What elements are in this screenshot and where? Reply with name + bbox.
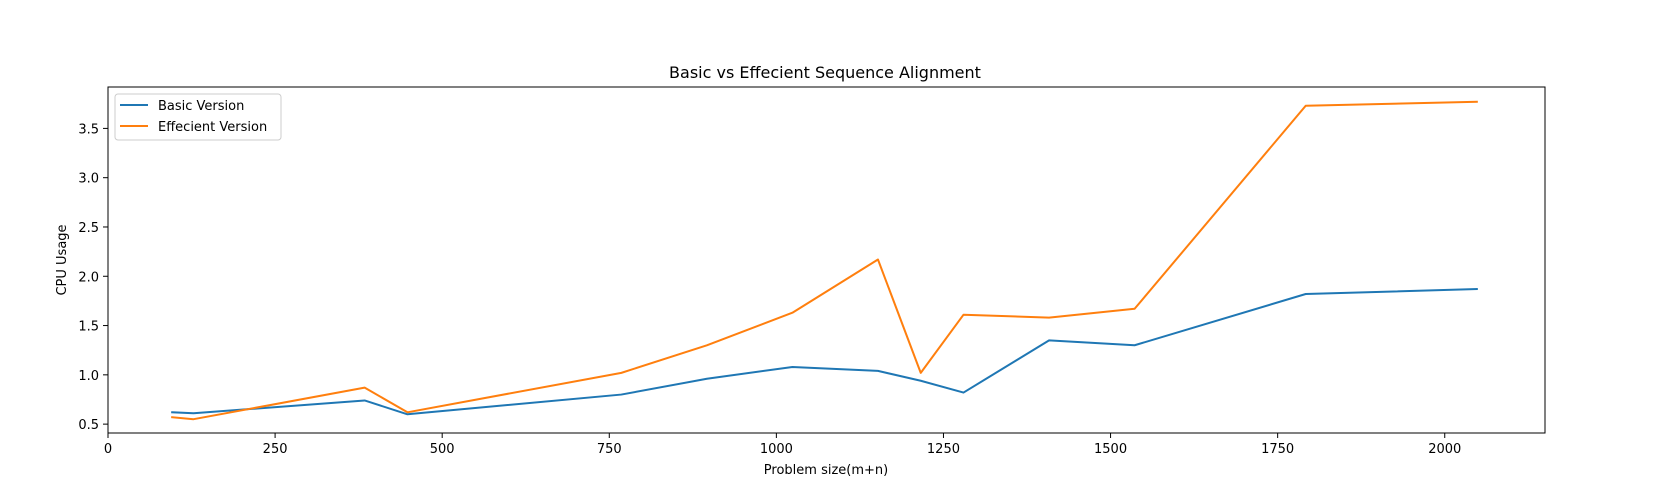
y-tick-label: 3.0	[78, 172, 99, 187]
series-line-0	[171, 288, 1478, 416]
x-tick-label: 500	[430, 442, 455, 457]
y-tick-label: 3.5	[78, 122, 99, 137]
series-line-1	[171, 100, 1478, 421]
x-tick-label: 2000	[1428, 442, 1461, 457]
x-tick-label: 1000	[760, 442, 793, 457]
chart-title: Basic vs Effecient Sequence Alignment	[669, 63, 981, 82]
series-layer	[171, 100, 1478, 421]
x-tick-label: 1250	[927, 442, 960, 457]
x-tick-label: 250	[263, 442, 288, 457]
y-tick-label: 2.0	[78, 270, 99, 285]
x-tick-label: 1500	[1094, 442, 1127, 457]
legend-label-1: Effecient Version	[158, 120, 267, 135]
y-axis-label: CPU Usage	[55, 224, 70, 295]
y-tick-label: 2.5	[78, 221, 99, 236]
legend-label-0: Basic Version	[158, 99, 244, 114]
x-tick-label: 750	[597, 442, 622, 457]
y-tick-label: 1.5	[78, 320, 99, 335]
y-tick-label: 0.5	[78, 418, 99, 433]
x-axis-label: Problem size(m+n)	[764, 463, 888, 478]
y-axis: 0.5 1.0 1.5 2.0 2.5 3.0 3.5	[78, 122, 108, 433]
x-tick-label: 1750	[1261, 442, 1294, 457]
x-tick-label: 0	[104, 442, 112, 457]
y-tick-label: 1.0	[78, 369, 99, 384]
legend: Basic Version Effecient Version	[114, 93, 282, 141]
plot-frame	[107, 86, 1546, 434]
legend-box	[114, 93, 282, 141]
plot-area	[107, 86, 1546, 434]
x-axis: 0 250 500 750 1000 1250 1500 1750 2000	[104, 433, 1461, 457]
